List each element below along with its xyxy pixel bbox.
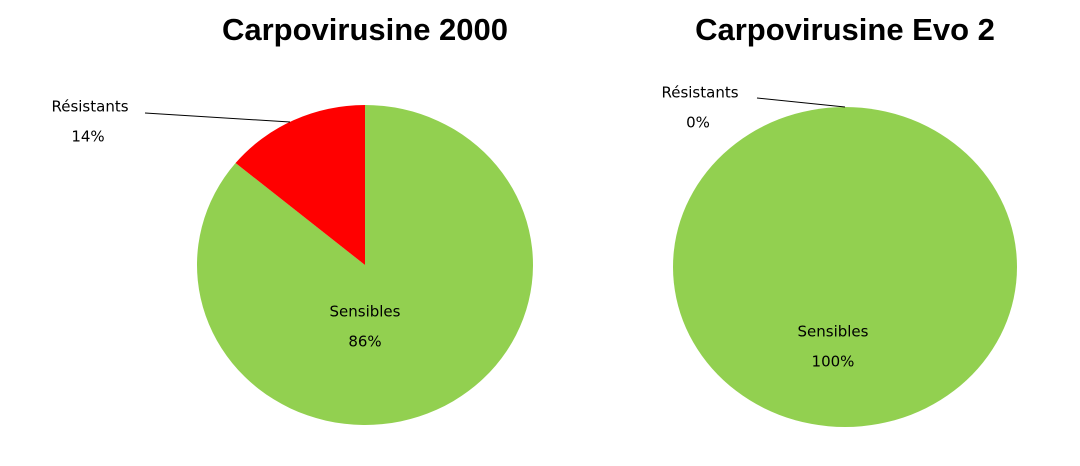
leader-line bbox=[144, 112, 291, 123]
pie-slice bbox=[197, 105, 534, 425]
slice-label: Résistants bbox=[661, 84, 738, 102]
pie-slice bbox=[235, 105, 365, 265]
pie-slice bbox=[673, 107, 1017, 427]
slice-value-label: 86% bbox=[348, 333, 381, 351]
chart-title: Carpovirusine 2000 bbox=[222, 12, 508, 47]
slice-value-label: 0% bbox=[686, 114, 710, 132]
slice-label: Sensibles bbox=[330, 303, 401, 321]
slice-label: Résistants bbox=[51, 98, 128, 116]
slice-label: Sensibles bbox=[798, 323, 869, 341]
leader-line bbox=[756, 97, 846, 108]
slice-value-label: 100% bbox=[812, 353, 855, 371]
chart-title: Carpovirusine Evo 2 bbox=[695, 12, 995, 47]
slice-value-label: 14% bbox=[71, 128, 104, 146]
